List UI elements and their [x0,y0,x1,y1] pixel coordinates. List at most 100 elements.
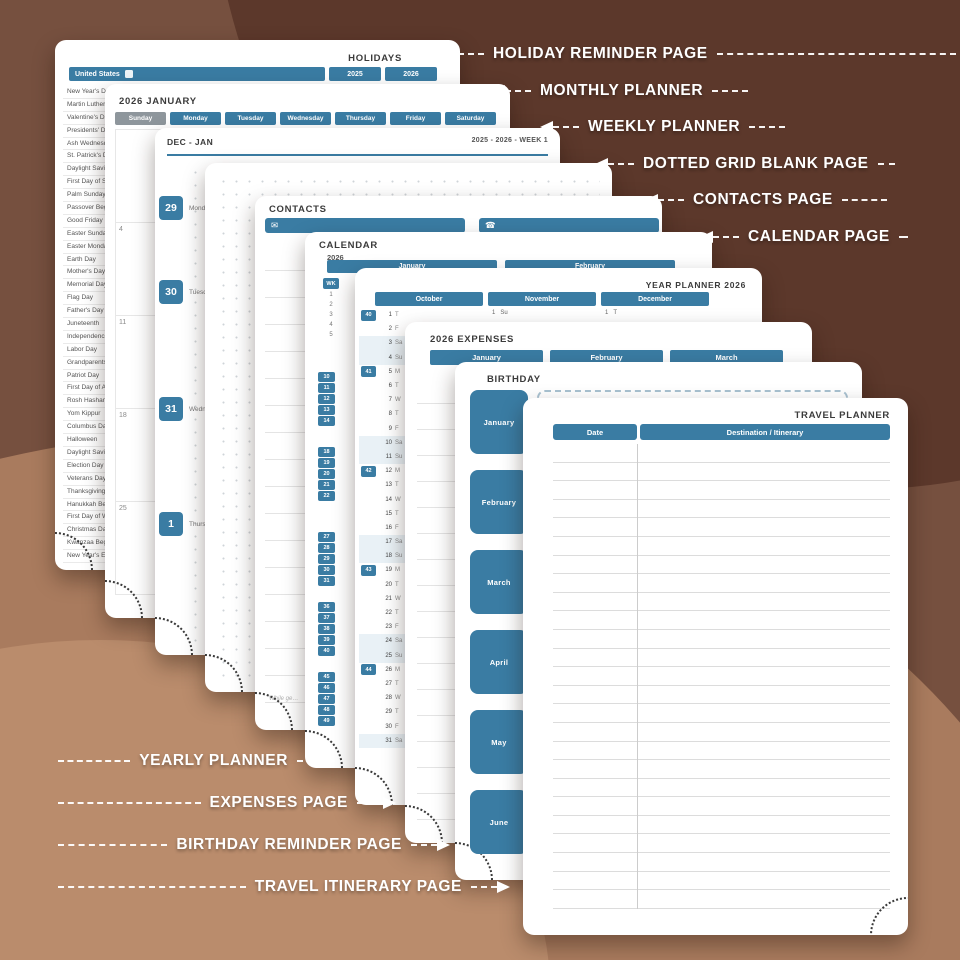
year-day-row: 44 26 M [359,663,471,677]
week-number-spacer [361,608,376,619]
birthday-month-tile: March [470,550,528,614]
week-number-chip: 21 [318,480,335,490]
arrow-left-icon [595,158,608,170]
dashed-line [716,53,956,55]
year-day-row: 27 T [359,677,471,691]
day-header: Wednesday [280,112,331,125]
dashed-line [58,760,131,762]
dashed-line [553,126,579,128]
expense-month-headers: January February March [430,350,783,365]
day-letter: Su [395,453,403,460]
week-number-chip: 42 [361,465,376,477]
mail-icon: ✉ [271,220,279,230]
holiday-name: First Day of Autumn [63,382,111,395]
week-number-spacer [361,437,376,448]
holiday-name: Election Day [63,459,111,473]
dashed-line [471,886,497,888]
date-number: 31 [385,737,392,744]
arrow-right-icon [497,881,510,893]
weekly-day-row: 29 Monday [159,196,549,274]
date-number: 24 [385,638,392,645]
holiday-name: Easter Sunday [63,227,111,241]
dashed-line [841,199,887,201]
holiday-name: Martin Luther King Jr. Day [63,98,111,112]
date-number: 28 [385,695,392,702]
cell-date: 11 [119,319,127,326]
country-header: United States [69,67,325,81]
country-label: United States [75,70,120,78]
date-number: 27 [385,680,392,687]
dashed-line [297,760,323,762]
holiday-name: Independence Day [63,330,111,344]
week-number-chip: 28 [318,543,335,553]
day-letter: W [395,595,401,602]
holiday-name: New Year's Day [63,86,111,99]
week-number-spacer [361,409,376,420]
callout-yearly-planner: YEARLY PLANNER [58,751,336,771]
callout-label: DOTTED GRID BLANK PAGE [643,155,869,172]
week-number-chip: 31 [318,576,335,586]
travel-row [553,816,890,835]
week-number-chip: 13 [318,405,335,415]
arrow-left-icon [445,48,458,60]
day-header: Friday [390,112,441,125]
day-letter: Sa [395,439,403,446]
week-number-chip: 22 [318,491,335,501]
travel-row [553,686,890,705]
date-number: 10 [385,439,392,446]
week-number: 4 [329,322,333,328]
dashed-line [713,236,739,238]
year-day-row: 23 F [359,620,471,634]
day-letter: M [395,567,400,574]
day-letter: F [395,524,399,531]
year-month-headers: October November December [375,292,709,306]
callout-contacts-page: CONTACTS PAGE [645,190,887,210]
arrow-left-icon [492,85,505,97]
dashed-line [458,53,484,55]
day-letter: W [395,695,401,702]
week-number-chip: 18 [318,447,335,457]
weekly-day-row: 1 Thursday [159,512,549,590]
week-number-spacer [361,338,376,349]
arrow-left-icon [540,121,553,133]
year-header-2026: 2026 [385,67,437,81]
travel-row [553,481,890,500]
date-number: 25 [385,652,392,659]
callout-label: EXPENSES PAGE [209,794,348,811]
week-number-chip: 14 [318,416,335,426]
weekly-title: DEC - JAN [167,137,214,147]
dashed-line [58,844,168,846]
week-number-chip: 11 [318,383,335,393]
monthly-day-headers: Sunday Monday Tuesday Wednesday Thursday Frid… [115,112,496,125]
week-number-spacer [361,494,376,505]
day-letter: F [395,624,399,631]
week-number-chip: 43 [361,564,376,576]
callout-birthday-reminder-page: BIRTHDAY REMINDER PAGE [58,835,450,855]
week-number-chip: 47 [318,694,335,704]
page-title: 2026 EXPENSES [430,334,515,345]
footnote-text: While ge… [269,696,299,702]
week-number-chip: 20 [318,469,335,479]
week-number-group: 10 11 12 13 14 [318,372,335,427]
holiday-name: Ash Wednesday [63,137,111,151]
week-number-spacer [361,522,376,533]
travel-row [553,518,890,537]
holiday-name: Patriot Day [63,369,111,383]
arrow-left-icon [700,231,713,243]
birthday-month-tile: May [470,710,528,774]
day-letter: Sa [395,539,403,546]
travel-row [553,537,890,556]
year-day-row: 41 5 M [359,365,471,379]
callout-expenses-page: EXPENSES PAGE [58,793,396,813]
holiday-name: Easter Monday [63,240,111,254]
callout-label: BIRTHDAY REMINDER PAGE [176,836,402,853]
date-number: 15 [385,510,392,517]
date-number: 1 [388,312,392,319]
day-letter: T [395,680,399,687]
holiday-name: Memorial Day [63,279,111,292]
weekly-day-label: Tuesday [189,289,214,296]
day-letter: T [395,411,399,418]
travel-row [553,556,890,575]
